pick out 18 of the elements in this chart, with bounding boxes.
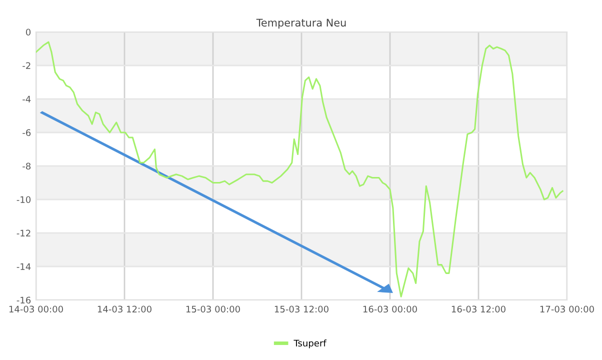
legend-label: Tsuperf [294, 340, 327, 348]
x-tick-label: 17-03 00:00 [540, 306, 594, 313]
x-tick-label: 14-03 12:00 [98, 306, 152, 313]
x-tick-label: 15-03 00:00 [186, 306, 240, 313]
y-tick-label: -2 [22, 62, 30, 69]
y-tick-label: -16 [16, 296, 31, 304]
y-tick-label: -12 [16, 230, 30, 236]
y-tick-label: -8 [22, 162, 31, 170]
chart-title: Temperatura Neu [256, 18, 346, 29]
y-tick-label: -6 [22, 129, 31, 136]
y-tick-label: -10 [16, 196, 31, 204]
x-tick-label: 16-03 12:00 [452, 306, 506, 313]
y-tick-label: -14 [16, 263, 31, 270]
x-tick-label: 14-03 00:00 [9, 306, 63, 313]
y-tick-label: 0 [26, 28, 31, 36]
x-tick-label: 16-03 00:00 [363, 306, 417, 313]
x-tick-label: 15-03 12:00 [274, 306, 328, 313]
y-tick-label: -4 [22, 96, 31, 102]
